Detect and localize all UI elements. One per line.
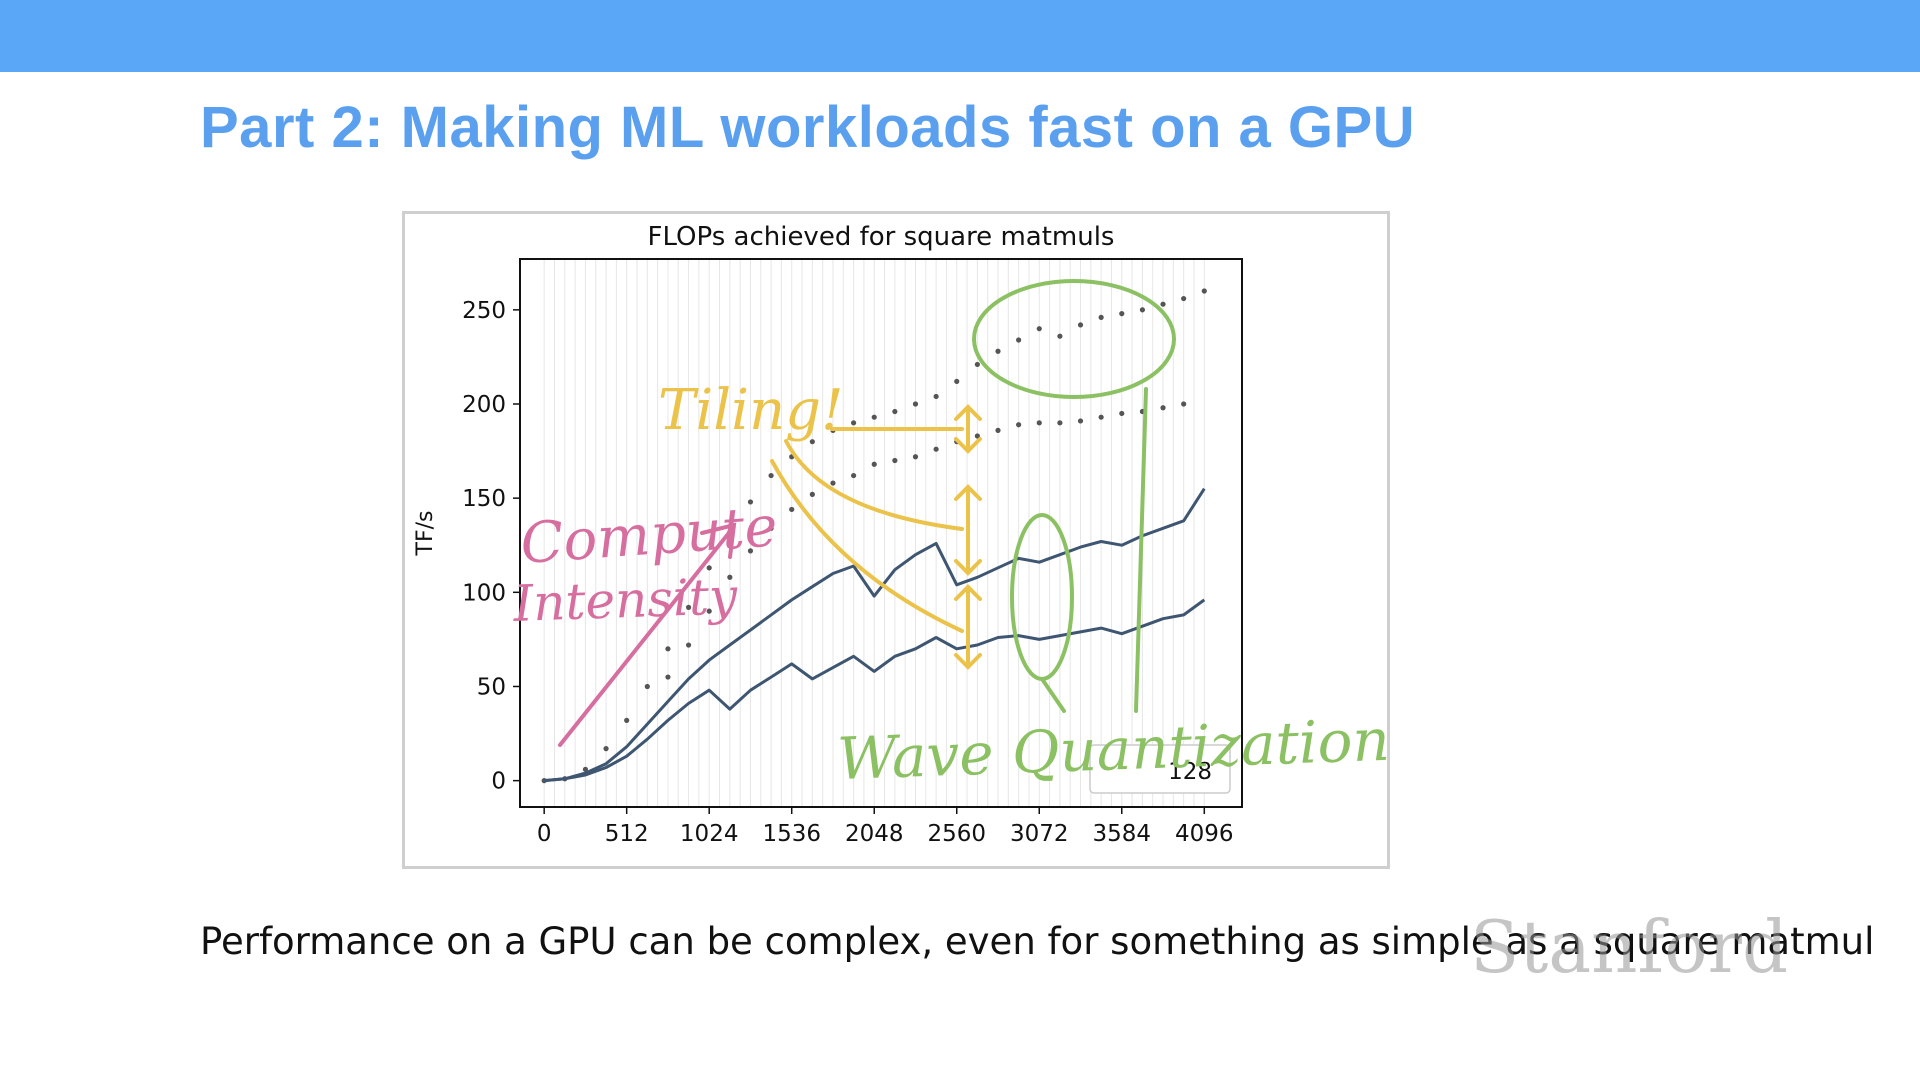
- slide-caption: Performance on a GPU can be complex, eve…: [200, 920, 1875, 963]
- data-point: [809, 491, 815, 497]
- data-point: [1016, 337, 1022, 343]
- x-tick-label: 4096: [1175, 821, 1234, 847]
- x-tick-label: 3072: [1010, 821, 1069, 847]
- data-point: [603, 746, 609, 752]
- x-tick-label: 1536: [762, 821, 821, 847]
- data-point: [995, 427, 1001, 433]
- data-point: [1139, 307, 1146, 313]
- plot-border: [519, 258, 1243, 808]
- data-point: [830, 480, 836, 486]
- data-point: [974, 433, 980, 439]
- data-point: [768, 472, 774, 479]
- legend-box: [1089, 744, 1231, 794]
- data-point: [665, 674, 671, 680]
- data-point: [1057, 420, 1063, 426]
- x-tick-label: 1024: [680, 821, 739, 847]
- flops-chart: FLOPs achieved for square matmuls TF/s 0 51…: [413, 222, 1390, 847]
- data-point: [1160, 301, 1166, 307]
- wave-ellipse-mid: [1010, 513, 1074, 681]
- x-tick-label: 512: [605, 821, 649, 847]
- data-point: [851, 420, 857, 426]
- data-point: [954, 378, 960, 385]
- data-point: [933, 393, 939, 400]
- data-point: [747, 548, 754, 554]
- x-tick-label: 3584: [1093, 821, 1152, 847]
- wave-ellipse-top: [972, 279, 1176, 399]
- data-point: [892, 408, 898, 415]
- y-axis-label: TF/s: [413, 511, 438, 557]
- data-point: [871, 461, 877, 467]
- data-point: [1119, 311, 1125, 317]
- data-point: [1201, 288, 1207, 294]
- wave-line-2: [1040, 677, 1066, 713]
- compute-arrowhead: [700, 522, 737, 559]
- x-tick-label: 0: [537, 821, 552, 847]
- data-point: [1077, 322, 1084, 328]
- data-point: [1077, 418, 1084, 424]
- y-tick-label: 250: [462, 298, 506, 324]
- annotation-intensity: Intensity: [511, 567, 738, 633]
- wave-line-1: [1134, 387, 1148, 713]
- data-point: [1160, 405, 1166, 411]
- y-tick-label: 50: [477, 674, 506, 700]
- data-point: [851, 472, 857, 479]
- data-point: [747, 499, 754, 505]
- y-tick-label: 100: [462, 580, 506, 606]
- data-point: [624, 717, 630, 723]
- y-tick-label: 200: [462, 392, 506, 418]
- x-tick-label: 2048: [845, 821, 904, 847]
- data-point: [1036, 420, 1042, 426]
- y-tick-label: 150: [462, 486, 506, 512]
- data-point: [892, 457, 898, 464]
- series-line-3: [544, 598, 1206, 783]
- x-tick-label: 2560: [927, 821, 986, 847]
- data-point: [809, 439, 815, 445]
- data-point: [1036, 326, 1042, 332]
- data-point: [768, 525, 774, 531]
- data-point: [685, 604, 692, 610]
- tiling-arrow-3: [770, 459, 964, 633]
- data-point: [1098, 314, 1104, 320]
- data-point: [974, 361, 980, 368]
- data-point: [1119, 410, 1125, 417]
- slide-title: Part 2: Making ML workloads fast on a GP…: [200, 95, 1416, 160]
- series-line-2: [544, 487, 1206, 783]
- annotation-tiling: Tiling!: [658, 378, 844, 443]
- data-point: [582, 766, 589, 772]
- tiling-arrow-2: [784, 439, 964, 531]
- chart-title: FLOPs achieved for square matmuls: [648, 222, 1115, 252]
- data-point: [912, 454, 919, 460]
- data-point: [1016, 422, 1022, 428]
- data-point: [933, 446, 939, 452]
- legend-label: 128: [1168, 759, 1212, 785]
- tiling-double-arrow-1: [954, 404, 982, 454]
- tiling-double-arrow-3: [954, 584, 982, 670]
- data-point: [995, 348, 1001, 354]
- data-point: [1098, 414, 1104, 420]
- data-point: [727, 574, 733, 580]
- data-point: [685, 642, 692, 648]
- stanford-watermark: Stanford: [1470, 905, 1789, 989]
- data-point: [644, 683, 650, 690]
- data-point: [1181, 295, 1187, 302]
- data-point: [1181, 401, 1187, 407]
- data-point: [789, 506, 795, 513]
- y-tick-label: 0: [491, 769, 506, 795]
- top-banner: [0, 0, 1920, 72]
- data-point: [665, 646, 671, 652]
- data-point: [1057, 333, 1063, 339]
- tiling-double-arrow-2: [954, 484, 982, 576]
- data-point: [912, 401, 919, 407]
- annotation-wave-quantization: Wave Quantization: [836, 706, 1390, 793]
- compute-arrow: [558, 527, 734, 747]
- data-point: [706, 608, 712, 614]
- data-point: [706, 565, 712, 571]
- data-point: [871, 414, 877, 420]
